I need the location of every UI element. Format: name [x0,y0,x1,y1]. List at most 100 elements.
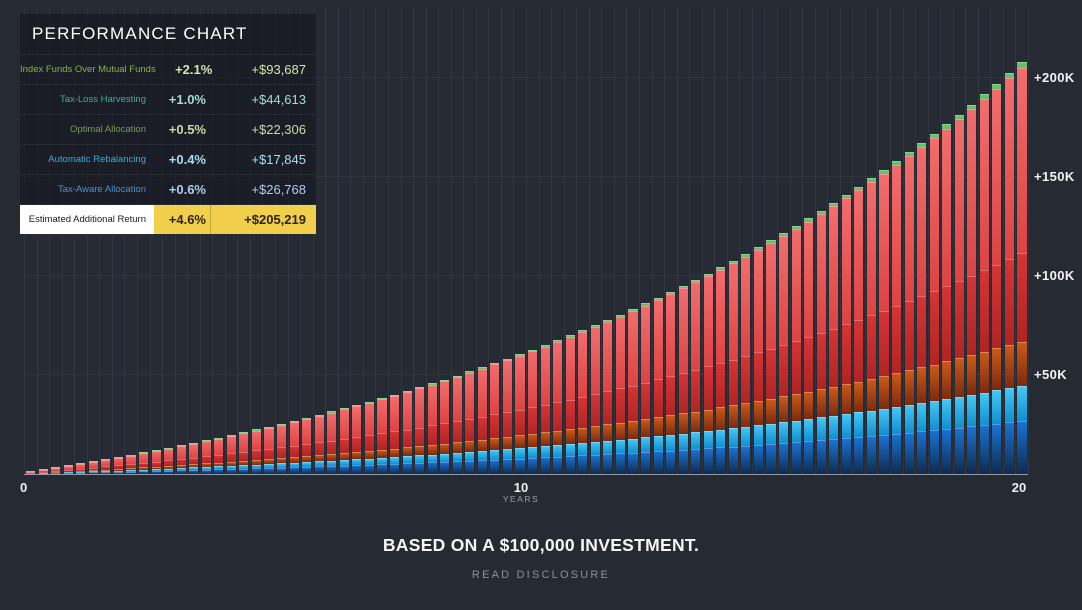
bar-segment-optimal-allocation [63,471,73,473]
bar [766,240,776,474]
bar-cap [691,279,701,283]
legend-row-amount: +$44,613 [251,92,306,107]
bar-segment-optimal-allocation [528,433,538,448]
bar-cap [440,379,450,381]
bar-segment-index-funds-over-mutual-funds [264,427,274,449]
bar-segment-optimal-allocation [954,358,964,397]
bar-segment-index-funds-over-mutual-funds [804,221,814,337]
bar-segment-tax-aware-allocation [590,454,600,474]
bar-segment-automatic-rebalancing [515,448,525,459]
bar [452,375,462,474]
bar-segment-automatic-rebalancing [691,432,701,449]
bar-segment-optimal-allocation [741,403,751,427]
bar-segment-index-funds-over-mutual-funds [452,376,462,422]
bar [891,161,902,474]
bar-segment-tax-loss-harvesting [515,409,525,436]
bar-segment-optimal-allocation [176,464,186,468]
bar-segment-optimal-allocation [415,446,425,456]
bar [753,247,764,474]
bar-segment-tax-loss-harvesting [917,296,927,368]
bar-cap [666,291,676,295]
bar-segment-index-funds-over-mutual-funds [829,206,839,329]
bar-cap [879,169,889,174]
bar-segment-optimal-allocation [477,439,487,452]
bar-segment-tax-loss-harvesting [854,319,864,382]
bar-segment-index-funds-over-mutual-funds [138,453,149,463]
bar-cap [841,194,851,199]
bar-segment-automatic-rebalancing [603,440,613,455]
bar-segment-optimal-allocation [1004,345,1015,389]
bar-segment-automatic-rebalancing [653,436,663,452]
bar [728,260,738,474]
bar-segment-tax-loss-harvesting [490,414,500,439]
bar-segment-automatic-rebalancing [502,449,513,460]
bar-segment-automatic-rebalancing [565,444,575,457]
bar-segment-tax-loss-harvesting [176,458,186,465]
bar-cap [302,417,312,419]
bar-segment-tax-loss-harvesting [628,385,638,421]
bar [239,432,249,474]
bar-segment-optimal-allocation [289,457,299,463]
bar-segment-tax-aware-allocation [866,435,876,474]
bar-segment-index-funds-over-mutual-funds [917,147,927,297]
bar-segment-tax-loss-harvesting [954,281,964,359]
bar-segment-tax-aware-allocation [502,459,513,474]
x-tick-10: 10 [513,480,529,495]
bar-segment-index-funds-over-mutual-funds [854,190,864,320]
bar-cap [979,94,989,100]
bar [967,104,977,474]
bar [590,325,600,474]
bar-segment-optimal-allocation [389,448,400,457]
bar-segment-tax-aware-allocation [816,440,826,474]
read-disclosure-link[interactable]: READ DISCLOSURE [471,569,611,581]
bar-segment-tax-aware-allocation [327,466,337,474]
bar-segment-optimal-allocation [1017,341,1027,386]
bar-segment-automatic-rebalancing [640,437,651,453]
legend-row-amount: +$26,768 [251,182,306,197]
bar-segment-tax-loss-harvesting [779,344,789,397]
bar-cap [51,467,61,469]
bar [816,210,826,474]
bar-segment-index-funds-over-mutual-funds [779,236,789,345]
bar-segment-optimal-allocation [201,463,211,467]
bar-segment-tax-loss-harvesting [791,340,801,395]
bar-cap [88,461,98,463]
bar-segment-optimal-allocation [226,461,236,466]
bar-segment-automatic-rebalancing [164,468,174,471]
legend-row-tax-loss-harvesting: Tax-Loss Harvesting +1.0% +$44,613 [20,85,316,114]
bar-segment-index-funds-over-mutual-funds [176,446,186,459]
bar-cap [992,83,1002,89]
bar-segment-optimal-allocation [628,420,638,439]
bar-segment-optimal-allocation [578,427,588,444]
bar-segment-optimal-allocation [101,469,111,471]
bar-segment-optimal-allocation [364,450,374,459]
x-tick-20: 20 [1011,480,1027,495]
bar [779,233,789,474]
bar [26,471,36,474]
bar-cap [540,344,550,347]
bar-segment-optimal-allocation [967,355,977,395]
bar-segment-index-funds-over-mutual-funds [164,448,174,461]
bar-segment-automatic-rebalancing [465,452,475,461]
investment-caption: BASED ON A $100,000 INVESTMENT. [382,535,700,555]
bar-segment-tax-loss-harvesting [477,416,487,440]
bar-cap [189,442,199,444]
bar [415,387,425,474]
bar-segment-tax-loss-harvesting [1004,259,1015,346]
bar-cap [264,426,274,428]
bar [854,186,864,474]
bar-segment-index-funds-over-mutual-funds [51,468,61,471]
bar-segment-automatic-rebalancing [753,425,764,445]
bar-segment-optimal-allocation [302,456,312,463]
legend-row-label: Automatic Rebalancing [48,154,146,165]
bar-segment-tax-loss-harvesting [264,448,274,459]
bar-cap [615,314,625,317]
bar-cap [553,340,563,342]
vertical-gridlines [24,8,1029,474]
bar-segment-tax-aware-allocation [389,463,400,474]
bar-cap [477,367,487,369]
bar-segment-tax-loss-harvesting [804,336,814,392]
bar-segment-automatic-rebalancing [389,457,400,464]
y-tick-label: +150K [1034,169,1075,184]
bar-segment-automatic-rebalancing [76,471,86,473]
